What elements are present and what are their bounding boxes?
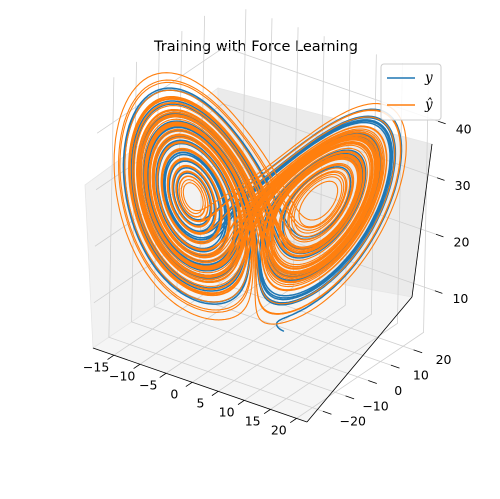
z-tick-label: 20: [454, 234, 470, 249]
legend-label-yhat: ŷ: [424, 97, 433, 113]
tick-mark-y: [390, 364, 400, 369]
series-line-yhat: [113, 72, 407, 325]
z-tick-label: 40: [456, 121, 472, 136]
tick-mark-x: [263, 409, 271, 414]
grid-line-x: [165, 27, 299, 374]
x-tick-label: 20: [271, 422, 287, 437]
y-tick-label: −10: [362, 398, 388, 413]
legend-label-y: y: [424, 70, 433, 86]
chart-title: Training with Force Learning: [153, 39, 358, 55]
x-tick-label: −5: [139, 377, 157, 392]
tick-mark-y: [345, 395, 355, 400]
tick-mark-z: [434, 290, 443, 294]
x-tick-label: 15: [245, 413, 261, 428]
tick-mark-y: [368, 380, 377, 384]
x-axis-line: [92, 347, 308, 423]
tick-mark-x: [159, 372, 167, 378]
z-axis-line: [411, 143, 433, 298]
grid-line-x: [296, 72, 429, 419]
y-tick-label: 20: [436, 352, 452, 367]
tick-marks: [107, 120, 446, 424]
y-axis-line: [306, 296, 413, 423]
grid-line-y: [176, 31, 392, 366]
tick-mark-x: [211, 390, 219, 396]
y-tick-label: 0: [394, 383, 402, 398]
tick-mark-y: [413, 349, 423, 354]
x-tick-label: −15: [83, 359, 109, 374]
tick-mark-x: [133, 363, 141, 369]
tick-mark-y: [322, 410, 332, 415]
z-tick-label: 10: [452, 291, 468, 306]
z-tick-label: 30: [455, 178, 471, 193]
x-tick-label: 0: [170, 386, 178, 401]
tick-mark-x: [289, 418, 297, 424]
x-tick-label: 10: [219, 404, 235, 419]
tick-mark-x: [107, 354, 115, 360]
legend: y ŷ: [380, 63, 442, 121]
y-tick-label: 10: [413, 368, 429, 383]
x-tick-label: −10: [109, 368, 135, 383]
tick-mark-z: [437, 120, 446, 125]
tick-mark-x: [185, 381, 193, 387]
axis-lines: [92, 143, 433, 423]
tick-mark-x: [237, 400, 245, 405]
x-tick-label: 5: [197, 395, 205, 410]
tick-mark-z: [436, 177, 445, 181]
plot-area: [113, 72, 407, 332]
tick-mark-z: [435, 233, 444, 238]
y-tick-label: −20: [340, 414, 366, 429]
grid-line-y: [108, 77, 324, 412]
